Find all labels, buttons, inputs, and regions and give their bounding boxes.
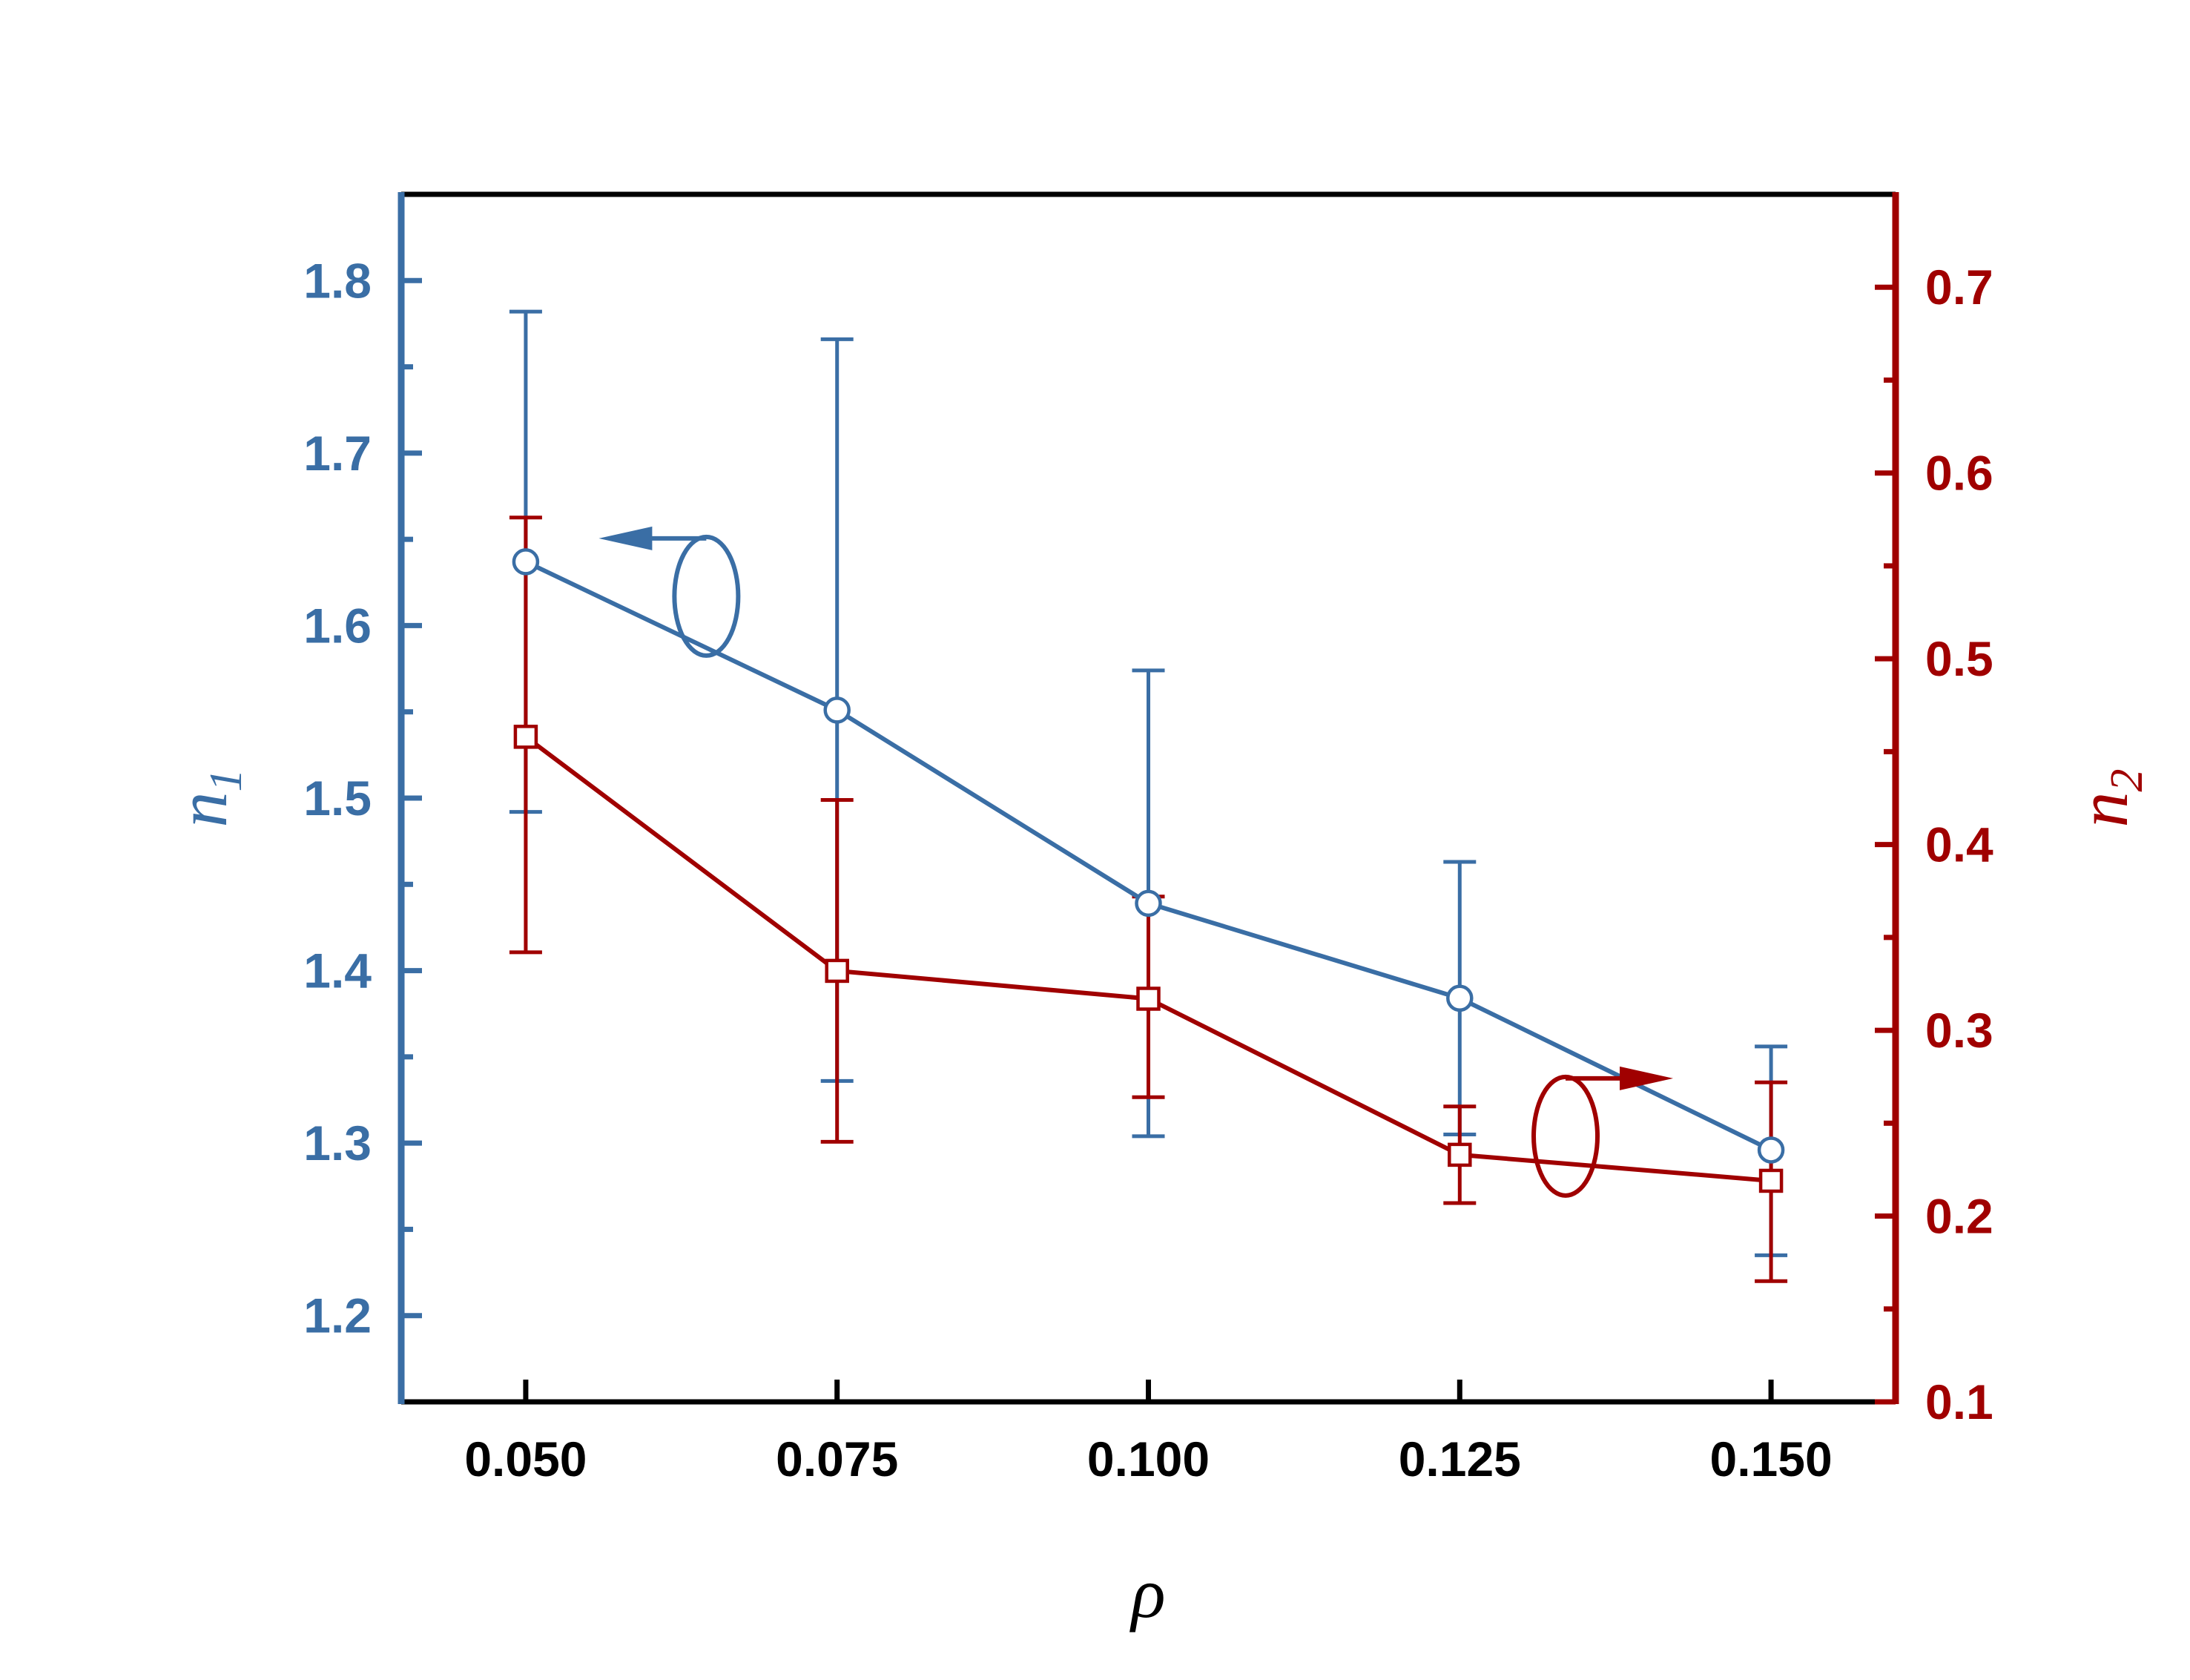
data-point-right bbox=[513, 725, 538, 749]
right-y-axis-title-main: n bbox=[2063, 792, 2143, 828]
x-axis-title: ρ bbox=[1129, 1553, 1165, 1633]
x-tick-label: 0.075 bbox=[776, 1432, 898, 1486]
data-point-left bbox=[1135, 889, 1162, 918]
right-y-tick-label: 0.2 bbox=[1925, 1189, 1993, 1244]
data-point-left bbox=[1446, 984, 1474, 1012]
left-y-tick-label: 1.2 bbox=[303, 1288, 372, 1343]
right-y-tick-label: 0.6 bbox=[1925, 446, 1993, 501]
left-y-tick-label: 1.5 bbox=[303, 771, 372, 826]
left-y-tick-label: 1.8 bbox=[303, 253, 372, 308]
data-point-right bbox=[1136, 986, 1161, 1011]
left-y-axis-title-main: n bbox=[162, 792, 242, 828]
left-y-axis-title-subscript: 1 bbox=[201, 769, 251, 792]
right-y-tick-label: 0.3 bbox=[1925, 1003, 1993, 1058]
x-tick-label: 0.150 bbox=[1709, 1432, 1832, 1486]
right-y-tick-label: 0.5 bbox=[1925, 631, 1993, 686]
right-y-axis-title: n2 bbox=[2063, 769, 2152, 828]
data-point-right bbox=[825, 958, 849, 984]
right-y-tick-label: 0.1 bbox=[1925, 1374, 1993, 1429]
data-point-right bbox=[1448, 1142, 1472, 1167]
left-y-tick-label: 1.4 bbox=[303, 943, 372, 998]
x-tick-label: 0.100 bbox=[1087, 1432, 1210, 1486]
data-point-left bbox=[1757, 1136, 1785, 1164]
left-y-tick-label: 1.7 bbox=[303, 426, 372, 481]
axis-indicator-ellipse bbox=[1531, 1074, 1600, 1198]
left-y-axis-title: n1 bbox=[162, 769, 251, 828]
axis-indicator-ellipse bbox=[672, 534, 741, 658]
left-y-tick-label: 1.6 bbox=[303, 598, 372, 653]
right-y-tick-label: 0.7 bbox=[1925, 260, 1993, 314]
data-point-left bbox=[512, 548, 540, 576]
right-y-axis-title-subscript: 2 bbox=[2102, 769, 2152, 792]
data-point-left bbox=[823, 696, 851, 724]
left-y-tick-label: 1.3 bbox=[303, 1116, 372, 1170]
left-arrow-icon bbox=[598, 526, 653, 550]
right-y-tick-label: 0.4 bbox=[1925, 817, 1993, 872]
data-point-right bbox=[1758, 1168, 1784, 1193]
right-arrow-icon bbox=[1620, 1066, 1674, 1090]
x-tick-label: 0.050 bbox=[464, 1432, 587, 1486]
x-tick-label: 0.125 bbox=[1399, 1432, 1521, 1486]
